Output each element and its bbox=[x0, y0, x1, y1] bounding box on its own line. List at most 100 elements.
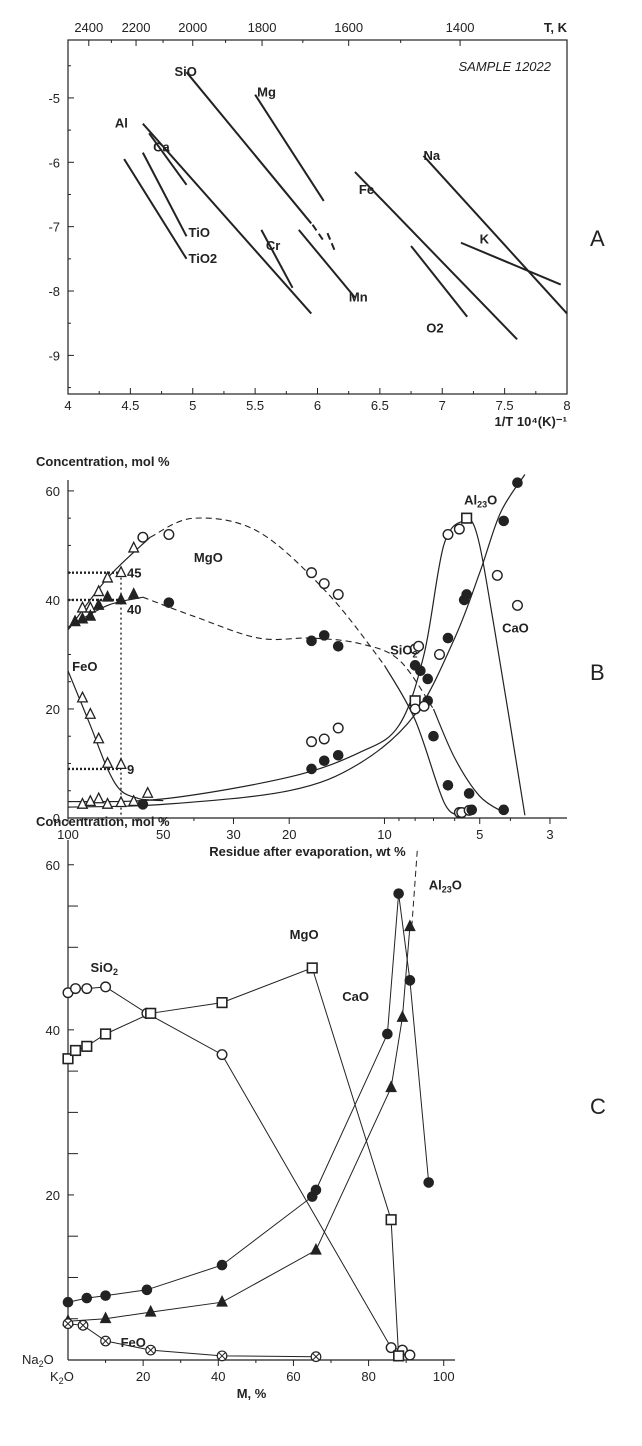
x-tick-label: 30 bbox=[226, 827, 240, 842]
series-line bbox=[148, 132, 188, 186]
x-tick-label: 5 bbox=[189, 398, 196, 413]
series-dashed bbox=[411, 848, 418, 927]
series-label: K bbox=[480, 232, 490, 247]
data-point bbox=[318, 630, 330, 641]
data-point bbox=[434, 648, 446, 660]
top-tick-label: 1800 bbox=[248, 20, 277, 35]
series-line bbox=[185, 71, 313, 225]
data-point bbox=[145, 1007, 157, 1019]
panel-a-chart: 4 4.5 5 5.5 6 6.5 7 7.5 8 -5 -6 -7 -8 -9 2400 2200 2000 1… bbox=[48, 20, 570, 429]
data-point bbox=[216, 1049, 228, 1061]
series-line bbox=[141, 152, 188, 237]
data-point bbox=[115, 795, 127, 808]
data-point bbox=[393, 888, 404, 899]
data-point bbox=[101, 570, 114, 583]
series-label-al2o3: Al23O bbox=[464, 493, 497, 510]
data-point bbox=[101, 756, 114, 768]
label-part: O bbox=[487, 493, 497, 508]
y-tick-label: -7 bbox=[48, 220, 60, 235]
data-point bbox=[115, 592, 127, 605]
series-label-sio2: SiO2 bbox=[390, 642, 417, 659]
data-point-x2 bbox=[64, 1320, 72, 1328]
data-point-x2 bbox=[102, 1337, 110, 1345]
series-label: Al bbox=[115, 116, 128, 131]
fit-curve bbox=[67, 474, 526, 808]
data-point bbox=[101, 797, 114, 809]
data-point-x2 bbox=[312, 1353, 320, 1361]
data-point bbox=[318, 755, 330, 767]
series-line bbox=[298, 229, 356, 299]
data-point bbox=[62, 1053, 74, 1065]
data-point bbox=[318, 578, 330, 590]
series-label: Ca bbox=[153, 139, 170, 154]
data-point bbox=[463, 788, 475, 799]
y-axis-label: Concentration, mol % bbox=[36, 814, 170, 829]
data-point bbox=[216, 997, 228, 1009]
data-point bbox=[92, 598, 105, 610]
series-label: Mn bbox=[349, 289, 368, 304]
x-tick-label: 60 bbox=[286, 1369, 300, 1384]
data-point bbox=[428, 730, 439, 742]
series-label-mgo: MgO bbox=[290, 927, 319, 942]
data-point bbox=[81, 1040, 93, 1052]
data-point bbox=[115, 757, 127, 770]
data-point bbox=[163, 529, 175, 541]
data-point bbox=[404, 919, 416, 932]
data-point bbox=[385, 1214, 397, 1226]
top-tick-label: 2000 bbox=[178, 20, 207, 35]
data-point bbox=[332, 750, 344, 761]
series-label-tio2: TiO2 bbox=[189, 251, 218, 266]
data-point bbox=[415, 665, 426, 677]
label-part: O bbox=[44, 1352, 54, 1367]
x-tick-label: 7.5 bbox=[496, 398, 514, 413]
data-point bbox=[70, 983, 82, 995]
panel-a-frame bbox=[67, 39, 568, 395]
data-point bbox=[498, 515, 510, 527]
data-point bbox=[127, 794, 140, 807]
data-point bbox=[99, 1028, 112, 1040]
series-dashed bbox=[311, 224, 326, 244]
series-label: Mg bbox=[257, 85, 276, 100]
series-label-sio2: SiO2 bbox=[91, 960, 118, 977]
data-point bbox=[385, 1080, 397, 1093]
series-line bbox=[254, 94, 325, 202]
x-tick-label: 100 bbox=[433, 1369, 455, 1384]
series-label-cao: CaO bbox=[502, 621, 529, 636]
data-point-x2 bbox=[147, 1346, 155, 1354]
y-tick-label: -6 bbox=[48, 155, 60, 170]
data-point bbox=[137, 799, 149, 810]
x-tick-label: 80 bbox=[361, 1369, 375, 1384]
data-point bbox=[69, 1044, 82, 1057]
series-label: TiO bbox=[189, 225, 210, 240]
label-sub: 23 bbox=[442, 885, 452, 895]
data-point bbox=[100, 981, 112, 993]
x-tick-label: 5 bbox=[476, 827, 483, 842]
top-tick-label: 1600 bbox=[334, 20, 363, 35]
series-label-feo: FeO bbox=[121, 1335, 146, 1350]
data-point bbox=[76, 797, 89, 809]
y-axis-label: Concentration, mol % bbox=[36, 454, 170, 469]
x-axis-label: M, % bbox=[237, 1386, 267, 1401]
series-label: Fe bbox=[359, 182, 374, 197]
data-point bbox=[81, 983, 93, 995]
series-line bbox=[67, 926, 411, 1322]
data-point bbox=[418, 700, 430, 712]
panel-letter-a: A bbox=[590, 226, 605, 251]
label-sub: 2 bbox=[113, 967, 118, 977]
data-point bbox=[84, 609, 97, 621]
data-point bbox=[92, 584, 105, 597]
data-point bbox=[393, 1350, 405, 1362]
label-sub: 23 bbox=[477, 500, 487, 510]
series-line bbox=[67, 893, 430, 1303]
data-point bbox=[163, 597, 175, 608]
data-point bbox=[92, 791, 105, 804]
series-line bbox=[123, 158, 188, 260]
sample-annotation: SAMPLE 12022 bbox=[458, 59, 551, 74]
series-line bbox=[67, 967, 400, 1356]
x-tick-label: 7 bbox=[439, 398, 446, 413]
data-point bbox=[100, 1290, 111, 1301]
panel-letter-b: B bbox=[590, 660, 605, 685]
data-point bbox=[101, 589, 114, 602]
data-point bbox=[461, 512, 473, 524]
